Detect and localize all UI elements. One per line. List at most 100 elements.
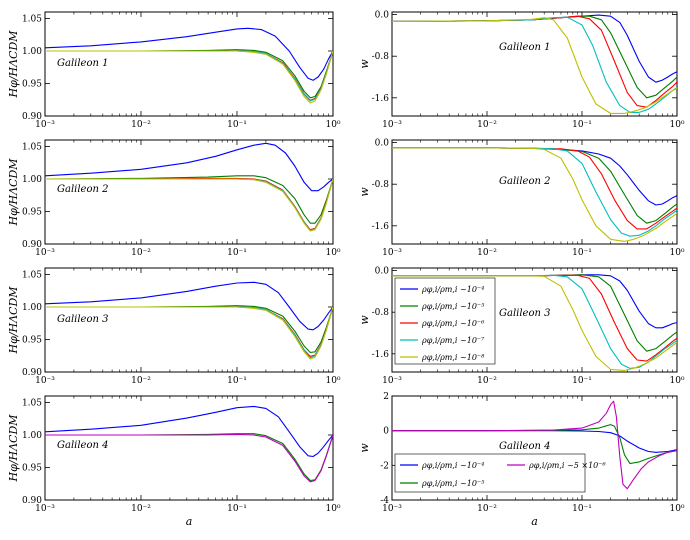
series-line-m8 (45, 50, 333, 104)
x-tick-label: 10⁻² (131, 248, 151, 258)
series-line-m7 (392, 274, 677, 369)
series-line-m4 (45, 142, 333, 192)
axes-frame (391, 395, 678, 501)
axes-frame (44, 395, 334, 501)
x-tick-label: 10⁰ (669, 376, 684, 386)
y-tick-label: 0.95 (22, 464, 42, 474)
series-line-m8 (392, 17, 677, 114)
y-axis-label: w (358, 315, 371, 325)
panel-annotation: Galileon 2 (499, 176, 550, 187)
y-axis-label: w (358, 59, 371, 69)
x-tick-label: 10⁻³ (35, 248, 55, 258)
series-line-m5 (45, 175, 333, 224)
legend-label-m4: ρφ,i/ρm,i ~10⁻⁴ (421, 285, 484, 294)
series-line-m8 (392, 275, 677, 371)
y-tick-label: 0.95 (22, 208, 42, 218)
y-tick-label: -1.6 (372, 94, 390, 104)
series-line-m7 (392, 147, 677, 237)
y-tick-label: -0.8 (372, 52, 390, 62)
y-tick-label: 0.0 (375, 11, 390, 21)
panel-annotation: Galileon 2 (57, 184, 108, 195)
legend-label-m56: ρφ,i/ρm,i ~5 ×10⁻⁶ (528, 461, 606, 470)
y-tick-label: -0.8 (372, 308, 390, 318)
y-tick-label: 0.90 (22, 240, 42, 250)
y-tick-label: 1.00 (22, 431, 42, 441)
x-tick-label: 10⁻¹ (227, 376, 247, 386)
axes-frame (44, 11, 334, 117)
y-tick-label: 1.05 (22, 399, 42, 409)
x-tick-label: 10⁰ (325, 376, 340, 386)
y-tick-label: 0.90 (22, 112, 42, 122)
series-line-m8 (392, 147, 677, 242)
panel-w1: 10⁻³ 10⁻² 10⁻¹ 10⁰ 0.0 -0.8 -1.6 w Galileon 1 (358, 11, 685, 130)
x-tick-label: 10⁻² (131, 504, 151, 514)
y-tick-label: 1.05 (22, 15, 42, 25)
x-tick-label: 10⁰ (669, 120, 684, 130)
legend-label-m8: ρφ,i/ρm,i ~10⁻⁸ (421, 353, 485, 362)
x-tick-label: 10⁻¹ (572, 120, 592, 130)
series-line-m4 (45, 27, 333, 81)
x-tick-label: 10⁻² (477, 120, 497, 130)
y-tick-label: 1.05 (22, 271, 42, 281)
series-line-m5 (45, 49, 333, 99)
axes-frame (391, 139, 678, 245)
y-tick-label: 0 (383, 427, 389, 437)
y-tick-label: 0.90 (22, 496, 42, 506)
series-line-m4 (45, 281, 333, 331)
y-axis-label: w (358, 187, 371, 197)
x-tick-label: 10⁻³ (382, 120, 402, 130)
panel-w2: 10⁻³ 10⁻² 10⁻¹ 10⁰ 0.0 -0.8 -1.6 w Galileon 2 (358, 139, 685, 258)
y-tick-label: 0.0 (375, 139, 390, 149)
x-tick-label: 10⁻³ (382, 248, 402, 258)
x-tick-label: 10⁻¹ (227, 120, 247, 130)
y-tick-label: 1.00 (22, 175, 42, 185)
series-line-m56 (392, 400, 677, 490)
series-line-m56 (45, 433, 333, 483)
x-tick-label: 10⁻¹ (572, 376, 592, 386)
panel-annotation: Galileon 4 (57, 440, 108, 451)
series-line-m8 (45, 306, 333, 360)
panel-annotation: Galileon 1 (57, 58, 108, 69)
panel-annotation: Galileon 3 (57, 314, 108, 325)
axes-frame (391, 11, 678, 117)
y-tick-label: 0.0 (375, 267, 390, 277)
y-axis-label: Hφ/HΛCDM (7, 158, 20, 227)
x-tick-label: 10⁻² (131, 376, 151, 386)
y-tick-label: -1.6 (372, 350, 390, 360)
x-tick-label: 10⁻³ (382, 376, 402, 386)
y-tick-label: -1.6 (372, 222, 390, 232)
series-line-m8 (45, 178, 333, 232)
x-tick-label: 10⁻³ (35, 120, 55, 130)
x-tick-label: 10⁻¹ (572, 504, 592, 514)
y-axis-label: Hφ/HΛCDM (7, 286, 20, 355)
series-line-m4 (45, 405, 333, 458)
x-tick-label: 10⁻¹ (227, 248, 247, 258)
y-tick-label: -4 (380, 496, 389, 506)
series-line-m7 (392, 16, 677, 113)
y-tick-label: 1.05 (22, 143, 42, 153)
x-tick-label: 10⁻² (477, 248, 497, 258)
x-tick-label: 10⁻¹ (227, 504, 247, 514)
x-axis-label: a (531, 515, 538, 528)
x-tick-label: 10⁰ (669, 248, 684, 258)
legend-label-m6: ρφ,i/ρm,i ~10⁻⁶ (421, 319, 485, 328)
legend-label-m7: ρφ,i/ρm,i ~10⁻⁷ (421, 336, 485, 345)
axes-frame (44, 267, 334, 373)
y-tick-label: 1.00 (22, 303, 42, 313)
series-line-m6 (392, 147, 677, 230)
x-axis-label: a (186, 515, 193, 528)
legend-label-m5: ρφ,i/ρm,i ~10⁻⁵ (421, 479, 485, 488)
axes-frame (44, 139, 334, 245)
legend-box (394, 277, 496, 365)
y-axis-label: Hφ/HΛCDM (7, 30, 20, 99)
legend-label-m5: ρφ,i/ρm,i ~10⁻⁵ (421, 302, 485, 311)
x-tick-label: 10⁰ (669, 504, 684, 514)
series-line-m6 (392, 15, 677, 108)
legend-box (394, 453, 586, 493)
y-tick-label: 1.00 (22, 47, 42, 57)
x-tick-label: 10⁰ (325, 248, 340, 258)
y-axis-label: Hφ/HΛCDM (7, 414, 20, 483)
